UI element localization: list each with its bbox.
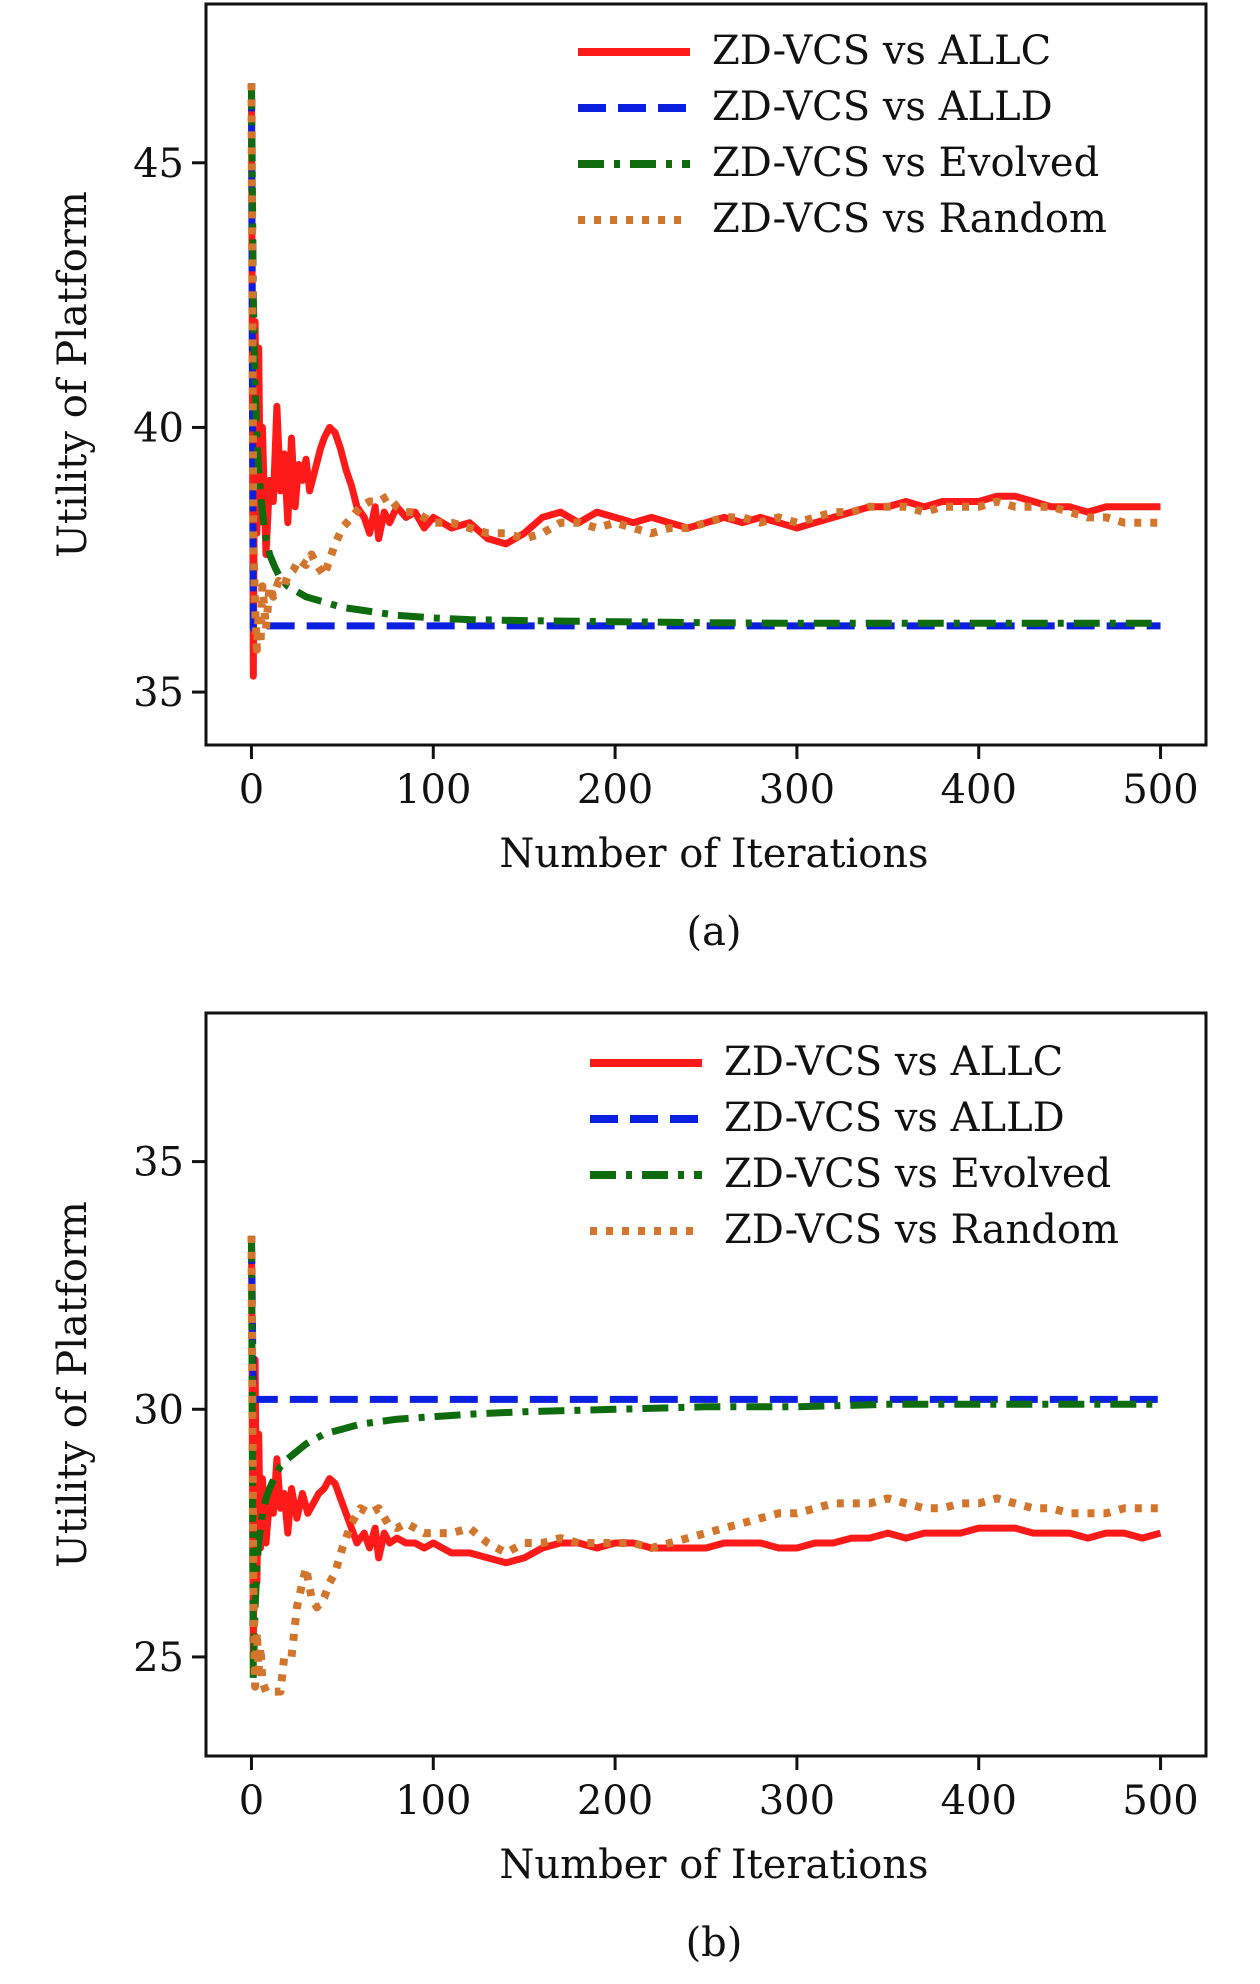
- series-line-zd-vcs-vs-random: [247, 1235, 1161, 1696]
- legend-entry-label: ZD-VCS vs ALLC: [712, 28, 1051, 74]
- plot-frame: [204, 2, 1208, 747]
- x-tick-label: 200: [577, 1778, 653, 1824]
- legend-entry-label: ZD-VCS vs ALLD: [724, 1095, 1065, 1141]
- legend-entry-label: ZD-VCS vs Random: [712, 196, 1107, 242]
- panel-caption: (a): [686, 909, 741, 955]
- x-tick-label: 400: [941, 1778, 1017, 1824]
- x-tick-label: 200: [577, 767, 653, 813]
- y-tick-label: 45: [133, 141, 184, 187]
- series-line-zd-vcs-vs-alld: [248, 1235, 1161, 1403]
- x-tick-label: 300: [759, 1778, 835, 1824]
- series-line-zd-vcs-vs-evolved: [248, 1235, 1161, 1686]
- x-tick-label: 0: [239, 1778, 264, 1824]
- x-tick-label: 500: [1122, 767, 1198, 813]
- y-tick-label: 35: [133, 670, 184, 716]
- y-axis-label: Utility of Platform: [50, 1201, 96, 1568]
- plot-frame: [204, 1011, 1208, 1758]
- chart-panel-a: 0 100 200 300 400 500 35 40 45 Number of Iteratio…: [50, 2, 1208, 955]
- series-line-zd-vcs-vs-evolved: [248, 83, 1161, 627]
- series-line-zd-vcs-vs-allc: [248, 1235, 1162, 1661]
- panel-caption: (b): [686, 1920, 743, 1966]
- y-tick-label: 40: [133, 405, 184, 451]
- legend-entry-label: ZD-VCS vs Evolved: [712, 140, 1099, 186]
- legend: ZD-VCS vs ALLC ZD-VCS vs ALLD ZD-VCS vs Ev…: [578, 28, 1107, 242]
- series-line-zd-vcs-vs-random: [247, 83, 1161, 654]
- x-axis-label: Number of Iterations: [499, 1842, 928, 1888]
- y-tick-label: 25: [133, 1635, 184, 1681]
- x-tick-label: 0: [239, 767, 264, 813]
- series-group: [247, 83, 1161, 680]
- legend-entry-label: ZD-VCS vs ALLD: [712, 84, 1053, 130]
- legend-entry-label: ZD-VCS vs ALLC: [724, 1039, 1063, 1085]
- legend-entry-label: ZD-VCS vs Evolved: [724, 1151, 1111, 1197]
- x-tick-label: 100: [395, 767, 471, 813]
- x-axis-label: Number of Iterations: [499, 831, 928, 877]
- x-tick-label: 100: [395, 1778, 471, 1824]
- x-tick-label: 400: [941, 767, 1017, 813]
- y-tick-label: 30: [133, 1387, 184, 1433]
- legend-entry-label: ZD-VCS vs Random: [724, 1207, 1119, 1253]
- series-line-zd-vcs-vs-allc: [248, 83, 1161, 680]
- chart-panel-b: 0 100 200 300 400 500 25 30 35 Number of Iteratio…: [50, 1011, 1208, 1966]
- y-axis-label: Utility of Platform: [50, 191, 96, 558]
- y-tick-label: 35: [133, 1140, 184, 1186]
- x-tick-label: 500: [1122, 1778, 1198, 1824]
- series-group: [247, 1235, 1162, 1696]
- legend: ZD-VCS vs ALLC ZD-VCS vs ALLD ZD-VCS vs Ev…: [590, 1039, 1119, 1253]
- x-tick-label: 300: [759, 767, 835, 813]
